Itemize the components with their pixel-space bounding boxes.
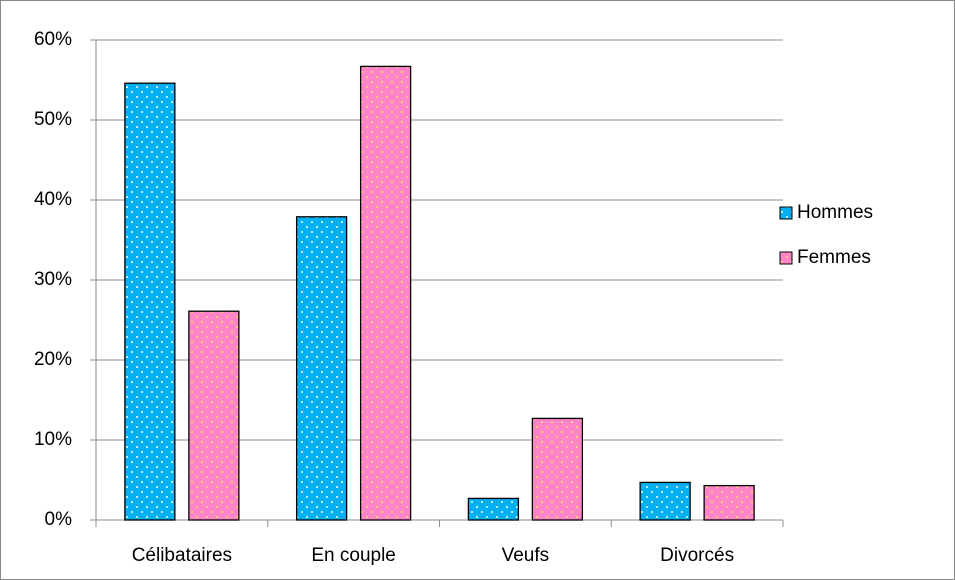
legend-label: Hommes: [797, 202, 873, 223]
bar: [188, 310, 240, 521]
x-tick-label: Célibataires: [132, 545, 232, 566]
legend-label: Femmes: [797, 247, 871, 268]
y-tick-label: 0%: [45, 509, 73, 530]
bar: [639, 481, 691, 521]
x-tick-label: Veufs: [502, 545, 550, 566]
bar: [703, 484, 755, 521]
y-tick-label: 20%: [34, 349, 72, 370]
y-tick-label: 10%: [34, 429, 72, 450]
legend-swatch: [779, 251, 793, 265]
y-tick-label: 30%: [34, 269, 72, 290]
x-tick-label: En couple: [311, 545, 396, 566]
y-tick-label: 50%: [34, 109, 72, 130]
bar: [467, 497, 520, 521]
bar: [295, 216, 348, 521]
bar: [124, 82, 176, 521]
x-tick-label: Divorcés: [660, 545, 734, 566]
y-tick-label: 40%: [34, 189, 72, 210]
bar: [359, 65, 412, 521]
bar: [531, 417, 584, 521]
y-tick-label: 60%: [34, 29, 72, 50]
legend-swatch: [779, 206, 793, 220]
